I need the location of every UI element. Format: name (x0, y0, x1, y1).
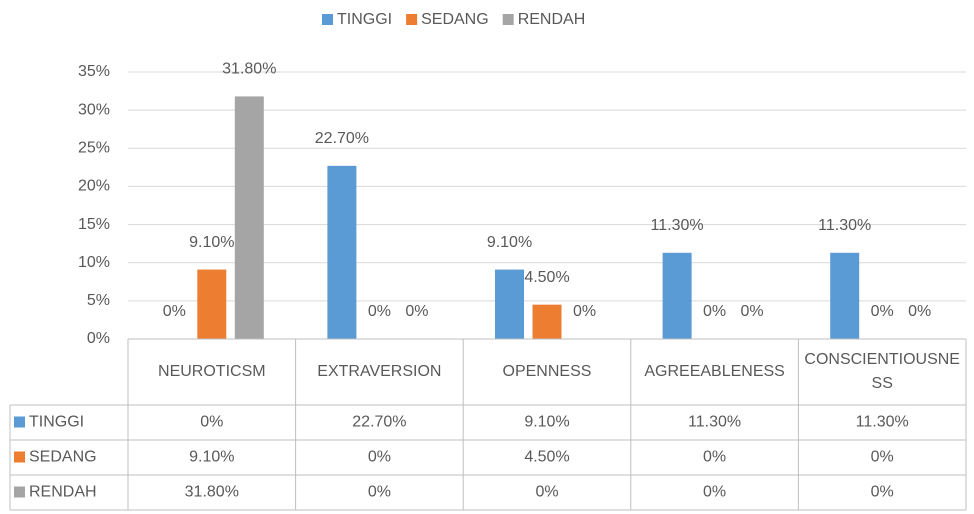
x-tick-label: NEUROTICSM (158, 363, 266, 380)
table-cell: 31.80% (185, 484, 239, 501)
table-legend-swatch (14, 486, 25, 498)
y-tick-label: 0% (87, 330, 110, 347)
table-cell: 0% (703, 484, 726, 501)
legend-label: RENDAH (518, 11, 586, 28)
bar (327, 165, 357, 339)
data-label: 9.10% (487, 234, 532, 251)
legend-swatch (502, 14, 514, 25)
table-cell: 4.50% (524, 449, 569, 466)
y-tick-label: 15% (78, 216, 110, 233)
category-cell: EXTRAVERSION (317, 363, 442, 380)
row-label: TINGGI (29, 414, 84, 431)
table-cell: 9.10% (189, 449, 234, 466)
row-label: RENDAH (29, 484, 97, 501)
category-cell: OPENNESS (502, 363, 592, 380)
legend-swatch (406, 14, 418, 25)
table-cell: 0% (871, 484, 894, 501)
data-label: 0% (908, 303, 931, 320)
table-cell: 0% (703, 449, 726, 466)
category-cell: NEUROTICSM (158, 363, 266, 380)
data-label: 0% (703, 303, 726, 320)
category-cell: AGREEABLENESS (644, 363, 785, 380)
table-cell: 0% (871, 449, 894, 466)
table-cell: 9.10% (524, 414, 569, 431)
data-label: 22.70% (315, 130, 369, 147)
y-tick-label: 30% (78, 101, 110, 118)
bar (234, 96, 264, 339)
table-cell: 22.70% (352, 414, 406, 431)
data-label: 0% (368, 303, 391, 320)
data-label: 0% (163, 303, 186, 320)
data-label: 0% (741, 303, 764, 320)
table-cell: 11.30% (856, 414, 909, 431)
legend-label: TINGGI (337, 11, 392, 28)
bar (532, 304, 562, 339)
x-tick-label: CONSCIENTIOUSNESS (804, 351, 960, 392)
data-label: 9.10% (189, 234, 234, 251)
data-label: 0% (405, 303, 428, 320)
x-tick-label: OPENNESS (502, 363, 592, 380)
table-cell: 0% (368, 484, 391, 501)
y-tick-label: 10% (78, 254, 110, 271)
bar (662, 252, 692, 339)
y-tick-label: 20% (78, 178, 110, 195)
table-legend-swatch (14, 451, 25, 463)
x-tick-label: AGREEABLENESS (644, 363, 785, 380)
table-legend-swatch (14, 416, 25, 428)
legend-label: SEDANG (421, 11, 489, 28)
data-label: 11.30% (651, 217, 704, 234)
data-label: 0% (573, 303, 596, 320)
data-label: 11.30% (818, 217, 871, 234)
legend-swatch (322, 14, 333, 25)
data-label: 4.50% (524, 269, 569, 286)
y-tick-label: 25% (78, 140, 110, 157)
bar (197, 269, 227, 339)
y-tick-label: 35% (78, 63, 110, 80)
table-cell: 0% (200, 414, 223, 431)
category-cell: CONSCIENTIOUSNESS (804, 351, 960, 392)
bar (830, 252, 860, 339)
row-label: SEDANG (29, 449, 97, 466)
data-label: 31.80% (222, 61, 276, 78)
table-cell: 0% (535, 484, 558, 501)
x-tick-label: EXTRAVERSION (317, 363, 442, 380)
bar (495, 269, 524, 339)
table-cell: 0% (368, 449, 391, 466)
data-label: 0% (871, 303, 894, 320)
table-cell: 11.30% (688, 414, 741, 431)
y-tick-label: 5% (87, 292, 110, 309)
